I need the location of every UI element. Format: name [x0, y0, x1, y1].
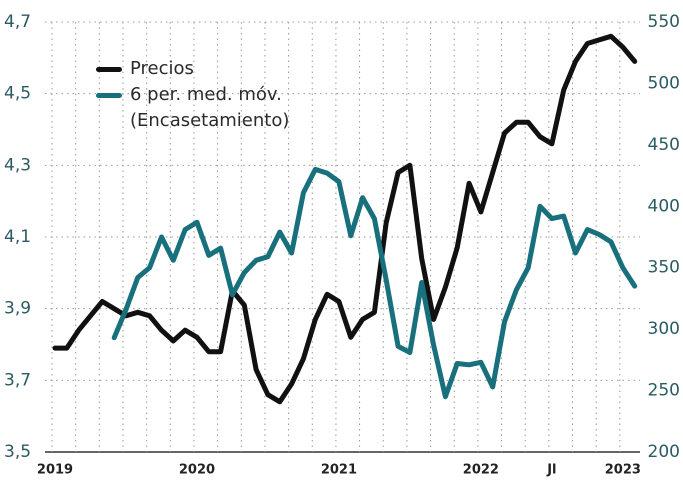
x-tick-label: 2022: [463, 463, 499, 478]
y2-tick-label: 450: [648, 135, 680, 155]
legend: Precios 6 per. med. móv. (Encasetamiento): [96, 56, 316, 134]
y2-tick-label: 250: [648, 381, 680, 401]
legend-label: 6 per. med. móv. (Encasetamiento): [130, 84, 290, 131]
y2-tick-label: 400: [648, 196, 680, 216]
x-tick-label: Jl: [546, 463, 556, 478]
legend-swatch: [96, 93, 122, 98]
y-tick-label: 4,7: [4, 12, 31, 32]
legend-item: 6 per. med. móv. (Encasetamiento): [96, 82, 316, 134]
series-line: [52, 33, 638, 405]
series-line: [111, 166, 638, 400]
legend-label: Precios: [130, 58, 194, 79]
legend-item: Precios: [96, 56, 316, 82]
legend-swatch: [96, 67, 122, 72]
x-tick-label: 2021: [321, 463, 357, 478]
y-tick-label: 3,5: [4, 442, 31, 462]
y2-tick-label: 500: [648, 73, 680, 93]
y2-tick-label: 200: [648, 442, 680, 462]
y-tick-label: 3,9: [4, 299, 31, 319]
x-tick-label: 2019: [37, 463, 73, 478]
y-tick-label: 4,5: [4, 84, 31, 104]
y2-tick-label: 350: [648, 258, 680, 278]
y-tick-label: 4,3: [4, 155, 31, 175]
x-tick-label: 2023: [605, 463, 641, 478]
y2-tick-label: 550: [648, 12, 680, 32]
y-tick-label: 3,7: [4, 370, 31, 390]
y-tick-label: 4,1: [4, 227, 31, 247]
y2-tick-label: 300: [648, 319, 680, 339]
x-tick-label: 2020: [179, 463, 215, 478]
